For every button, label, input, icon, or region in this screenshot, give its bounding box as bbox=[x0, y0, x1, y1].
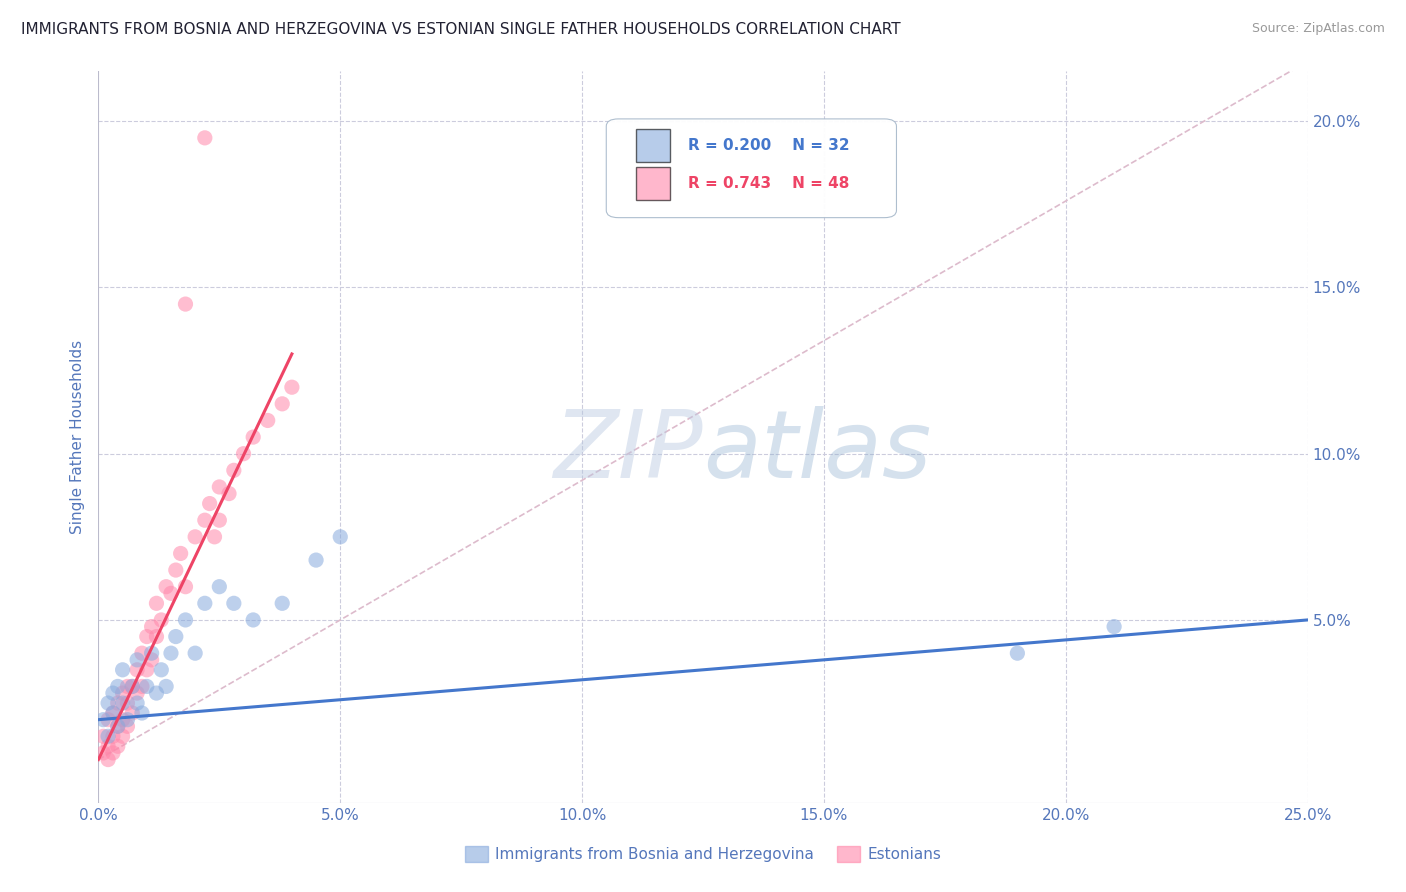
Point bbox=[208, 480, 231, 494]
Point bbox=[218, 486, 240, 500]
Point bbox=[271, 596, 294, 610]
Point bbox=[135, 680, 157, 694]
Point bbox=[155, 580, 177, 594]
Point bbox=[1102, 619, 1125, 633]
Point bbox=[101, 746, 124, 760]
Point bbox=[155, 680, 177, 694]
Point bbox=[107, 719, 129, 733]
Point bbox=[256, 413, 278, 427]
Point bbox=[111, 663, 134, 677]
Point bbox=[121, 680, 143, 694]
Point bbox=[107, 680, 129, 694]
Point bbox=[111, 713, 134, 727]
Text: ZIP: ZIP bbox=[554, 406, 703, 497]
FancyBboxPatch shape bbox=[606, 119, 897, 218]
Text: atlas: atlas bbox=[703, 406, 931, 497]
Point bbox=[169, 546, 191, 560]
Point bbox=[198, 497, 221, 511]
Point bbox=[145, 686, 167, 700]
Point bbox=[117, 696, 139, 710]
Point bbox=[97, 729, 120, 743]
Point bbox=[174, 297, 197, 311]
Point bbox=[97, 713, 120, 727]
Point bbox=[222, 463, 245, 477]
Point bbox=[194, 131, 217, 145]
Point bbox=[1007, 646, 1029, 660]
Point bbox=[194, 596, 217, 610]
Point bbox=[208, 513, 231, 527]
Point bbox=[121, 706, 143, 720]
Point bbox=[107, 739, 129, 754]
Point bbox=[184, 646, 207, 660]
Text: IMMIGRANTS FROM BOSNIA AND HERZEGOVINA VS ESTONIAN SINGLE FATHER HOUSEHOLDS CORR: IMMIGRANTS FROM BOSNIA AND HERZEGOVINA V… bbox=[21, 22, 901, 37]
Text: R = 0.200    N = 32: R = 0.200 N = 32 bbox=[689, 138, 851, 153]
Point bbox=[111, 729, 134, 743]
Point bbox=[127, 686, 149, 700]
Point bbox=[174, 613, 197, 627]
Point bbox=[127, 663, 149, 677]
Point bbox=[242, 430, 264, 444]
Point bbox=[127, 653, 149, 667]
Point bbox=[242, 613, 264, 627]
Text: R = 0.743    N = 48: R = 0.743 N = 48 bbox=[689, 177, 849, 191]
Point bbox=[208, 580, 231, 594]
Point bbox=[165, 563, 187, 577]
Point bbox=[117, 719, 139, 733]
Point bbox=[160, 586, 183, 600]
Point bbox=[222, 596, 245, 610]
Point bbox=[101, 706, 124, 720]
Point bbox=[131, 706, 153, 720]
Text: Source: ZipAtlas.com: Source: ZipAtlas.com bbox=[1251, 22, 1385, 36]
Point bbox=[232, 447, 254, 461]
Point bbox=[97, 753, 120, 767]
Point bbox=[131, 646, 153, 660]
Legend: Immigrants from Bosnia and Herzegovina, Estonians: Immigrants from Bosnia and Herzegovina, … bbox=[458, 840, 948, 868]
Point bbox=[101, 686, 124, 700]
Point bbox=[194, 513, 217, 527]
Point bbox=[271, 397, 294, 411]
Point bbox=[117, 713, 139, 727]
Y-axis label: Single Father Households: Single Father Households bbox=[69, 340, 84, 534]
FancyBboxPatch shape bbox=[637, 168, 671, 200]
Point bbox=[204, 530, 226, 544]
Point bbox=[150, 663, 173, 677]
Point bbox=[101, 706, 124, 720]
Point bbox=[91, 746, 114, 760]
Point bbox=[131, 680, 153, 694]
Point bbox=[141, 646, 163, 660]
Point bbox=[184, 530, 207, 544]
Point bbox=[160, 646, 183, 660]
Point bbox=[281, 380, 304, 394]
FancyBboxPatch shape bbox=[637, 129, 671, 162]
Point bbox=[145, 630, 167, 644]
Point bbox=[101, 729, 124, 743]
Point bbox=[97, 696, 120, 710]
Point bbox=[135, 630, 157, 644]
Point bbox=[91, 713, 114, 727]
Point bbox=[117, 680, 139, 694]
Point bbox=[111, 696, 134, 710]
Point bbox=[150, 613, 173, 627]
Point bbox=[107, 696, 129, 710]
Point bbox=[305, 553, 328, 567]
Point bbox=[174, 580, 197, 594]
Point bbox=[111, 686, 134, 700]
Point bbox=[145, 596, 167, 610]
Point bbox=[135, 663, 157, 677]
Point bbox=[121, 680, 143, 694]
Point bbox=[165, 630, 187, 644]
Point bbox=[141, 619, 163, 633]
Point bbox=[127, 696, 149, 710]
Point bbox=[91, 729, 114, 743]
Point bbox=[329, 530, 352, 544]
Point bbox=[141, 653, 163, 667]
Point bbox=[97, 739, 120, 754]
Point bbox=[107, 719, 129, 733]
